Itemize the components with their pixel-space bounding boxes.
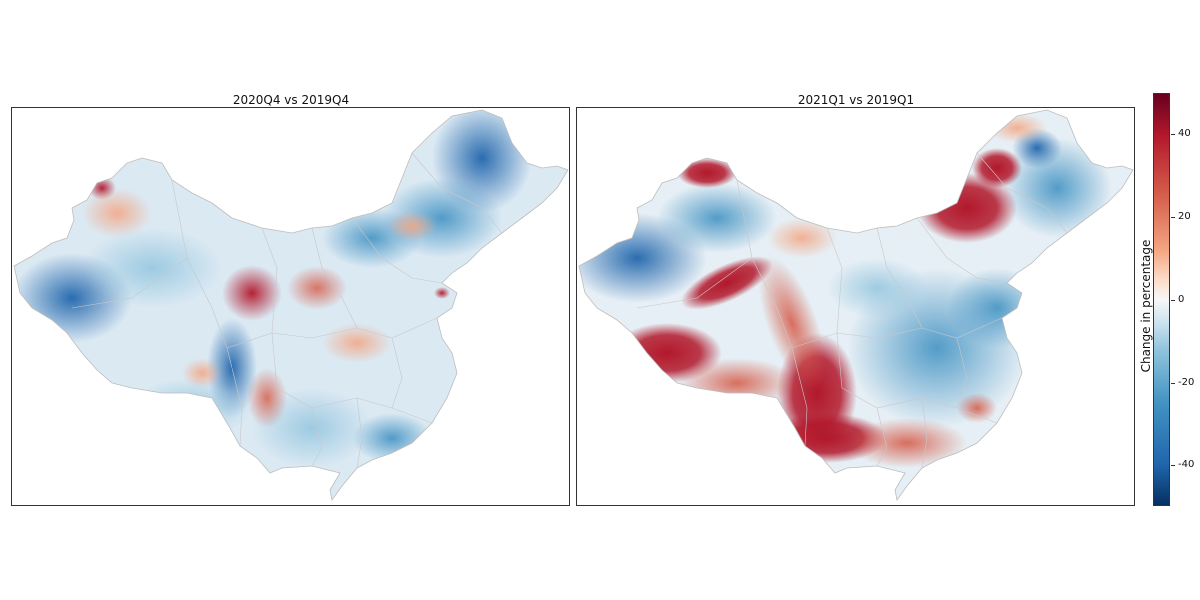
- colorbar-tick-label: -40: [1178, 459, 1195, 470]
- province-boundaries-left: [71, 152, 503, 469]
- colorbar: [1153, 93, 1170, 506]
- map-panel-left: [11, 107, 570, 506]
- province-boundaries-right: [636, 152, 1068, 469]
- colorbar-tick: [1171, 465, 1175, 466]
- map-field-left: [14, 110, 568, 500]
- colorbar-tick: [1171, 134, 1175, 135]
- panel-title-left: 2020Q4 vs 2019Q4: [232, 93, 350, 107]
- colorbar-tick-label: 20: [1178, 211, 1191, 222]
- colorbar-tick-label: 40: [1178, 128, 1191, 139]
- map-panel-right: [576, 107, 1135, 506]
- country-outline-right: [578, 109, 1134, 501]
- china-map-left: [13, 109, 569, 501]
- panel-title-right: 2021Q1 vs 2019Q1: [797, 93, 915, 107]
- colorbar-tick: [1171, 383, 1175, 384]
- china-map-right: [578, 109, 1134, 501]
- map-field-right: [579, 110, 1133, 500]
- colorbar-tick-label: -20: [1178, 377, 1195, 388]
- colorbar-axis-label: Change in percentage: [1139, 239, 1153, 373]
- country-outline-left: [13, 109, 569, 501]
- colorbar-tick: [1171, 300, 1175, 301]
- colorbar-tick: [1171, 217, 1175, 218]
- colorbar-tick-label: 0: [1178, 294, 1185, 305]
